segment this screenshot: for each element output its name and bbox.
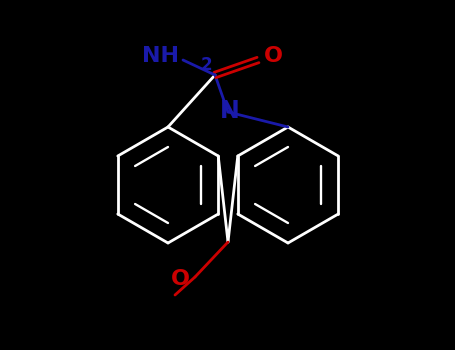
Text: O: O bbox=[264, 46, 283, 66]
Text: N: N bbox=[220, 99, 240, 123]
Text: NH: NH bbox=[142, 46, 179, 66]
Text: O: O bbox=[171, 269, 190, 289]
Text: 2: 2 bbox=[201, 56, 212, 74]
